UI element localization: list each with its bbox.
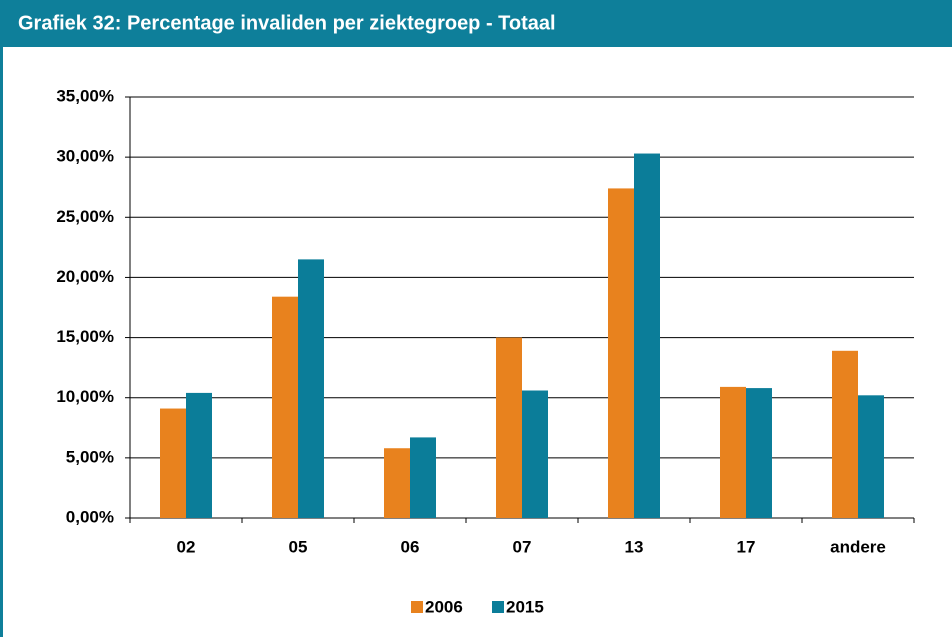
y-tick-label: 30,00% (56, 147, 114, 166)
legend-swatch (411, 601, 423, 613)
left-border (0, 0, 3, 637)
bar (384, 448, 410, 518)
bar (858, 395, 884, 518)
y-tick-label: 20,00% (56, 267, 114, 286)
bar (272, 296, 298, 518)
y-tick-label: 25,00% (56, 207, 114, 226)
y-tick-label: 5,00% (66, 447, 114, 466)
y-tick-label: 0,00% (66, 507, 114, 526)
legend-swatch (492, 601, 504, 613)
x-tick-label: 02 (177, 537, 196, 556)
bar (746, 388, 772, 518)
y-tick-label: 15,00% (56, 327, 114, 346)
bar (832, 350, 858, 518)
x-tick-label: 13 (625, 537, 644, 556)
x-tick-label: 17 (737, 537, 756, 556)
bar (186, 392, 212, 518)
y-tick-label: 10,00% (56, 387, 114, 406)
bar (634, 153, 660, 518)
bar (496, 337, 522, 518)
bar (522, 390, 548, 518)
x-tick-label: 07 (513, 537, 532, 556)
bar (608, 188, 634, 518)
bar (720, 386, 746, 518)
y-tick-label: 35,00% (56, 86, 114, 105)
x-tick-label: 05 (289, 537, 308, 556)
bar (410, 437, 436, 518)
header-bar (0, 0, 952, 47)
bar (298, 259, 324, 518)
legend-label: 2015 (506, 597, 544, 616)
chart-title: Grafiek 32: Percentage invaliden per zie… (18, 12, 556, 34)
x-tick-label: 06 (401, 537, 420, 556)
x-tick-label: andere (830, 537, 886, 556)
legend-label: 2006 (425, 597, 463, 616)
bar (160, 408, 186, 518)
